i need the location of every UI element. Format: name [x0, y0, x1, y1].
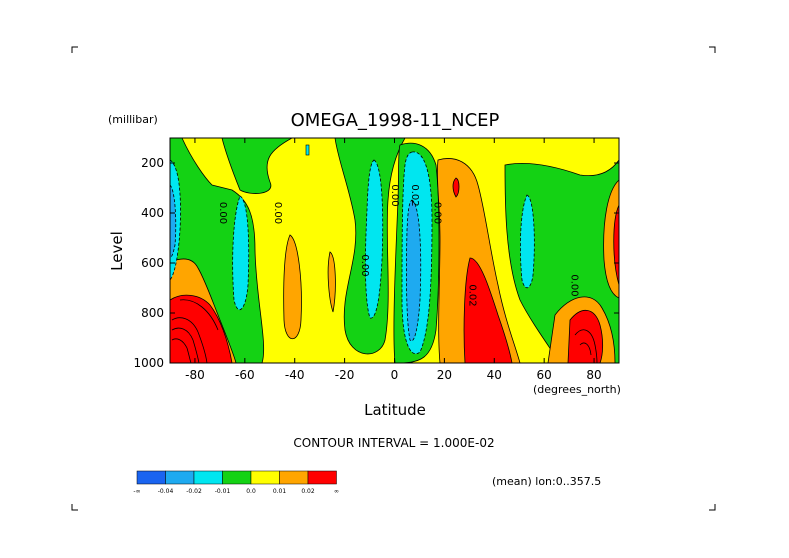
fill-cyan-midsouth: [232, 195, 250, 311]
fill-cyan-center: [365, 159, 384, 319]
x-units-label: (degrees_north): [533, 383, 621, 396]
fill-green-midsouth: [221, 138, 293, 194]
legend-label: 0.0: [246, 488, 256, 495]
contour-label: 0.00: [431, 202, 442, 224]
y-tick-label: 400: [141, 206, 164, 220]
legend-swatch: [136, 470, 166, 485]
fill-cyan-north: [520, 194, 535, 289]
y-tick-label: 1000: [133, 356, 164, 370]
fill-orange-center-small: [327, 251, 336, 313]
legend-swatch: [250, 470, 280, 485]
fill-orange-pole: [603, 179, 619, 299]
color-legend: -∞ -0.04 -0.02 -0.01 0.0 0.01 0.02 ∞: [133, 470, 339, 495]
x-tick-label: 0: [391, 368, 399, 382]
y-units-label: (millibar): [108, 113, 158, 126]
y-axis-label: Level: [108, 231, 126, 271]
fill-spot-small: [305, 144, 310, 156]
legend-swatch: [193, 470, 223, 485]
legend-swatch: [279, 470, 309, 485]
fill-blue-equator: [406, 199, 422, 342]
legend-label: 0.01: [273, 488, 287, 495]
legend-label: -0.04: [158, 488, 174, 495]
fill-orange-mid: [283, 234, 302, 339]
x-tick-label: -60: [235, 368, 255, 382]
x-axis-label: Latitude: [364, 401, 426, 419]
y-axis-ticks: 200 400 600 800 1000: [133, 156, 619, 370]
fill-red-spot: [452, 177, 460, 198]
legend-swatch: [307, 470, 337, 485]
x-tick-label: -80: [185, 368, 205, 382]
x-tick-label: -20: [335, 368, 355, 382]
dense-contours-south: [171, 299, 219, 363]
legend-label: 0.02: [301, 488, 315, 495]
contour-labels: 0.00 0.00 0.00 0.00 0.02 0.00 0.02 0.00: [217, 184, 580, 306]
x-tick-label: 60: [537, 368, 552, 382]
x-tick-label: -40: [285, 368, 305, 382]
legend-swatch: [165, 470, 195, 485]
contour-label: 0.00: [569, 274, 580, 296]
contour-interval-text: CONTOUR INTERVAL = 1.000E-02: [293, 436, 494, 450]
x-tick-label: 40: [487, 368, 502, 382]
x-tick-label: 80: [586, 368, 601, 382]
contour-label: 0.02: [466, 284, 477, 306]
y-tick-label: 600: [141, 256, 164, 270]
legend-label: -0.01: [215, 488, 231, 495]
dense-contours-north: [574, 329, 598, 363]
chart-title: OMEGA_1998-11_NCEP: [291, 110, 500, 131]
fill-red-nh: [463, 257, 513, 363]
subset-text: (mean) lon:0..357.5: [492, 475, 601, 488]
legend-label: -0.02: [186, 488, 202, 495]
legend-label: ∞: [334, 488, 339, 495]
contour-fill-group: [170, 138, 619, 363]
contour-label: 0.00: [359, 254, 370, 276]
contour-label: 0.02: [409, 184, 420, 206]
legend-label: -∞: [133, 488, 140, 495]
x-axis-ticks: -80 -60 -40 -20 0 20 40 60 80: [185, 138, 602, 382]
contour-label: 0.00: [389, 184, 400, 206]
y-tick-label: 200: [141, 156, 164, 170]
legend-swatch: [222, 470, 252, 485]
fill-blue-south: [170, 184, 177, 259]
contour-label: 0.00: [272, 202, 283, 224]
y-tick-label: 800: [141, 306, 164, 320]
fill-red-north: [567, 310, 604, 363]
fill-orange-nh: [437, 158, 521, 363]
corner-marks: [71, 46, 716, 511]
x-tick-label: 20: [437, 368, 452, 382]
contour-label: 0.00: [217, 202, 228, 224]
